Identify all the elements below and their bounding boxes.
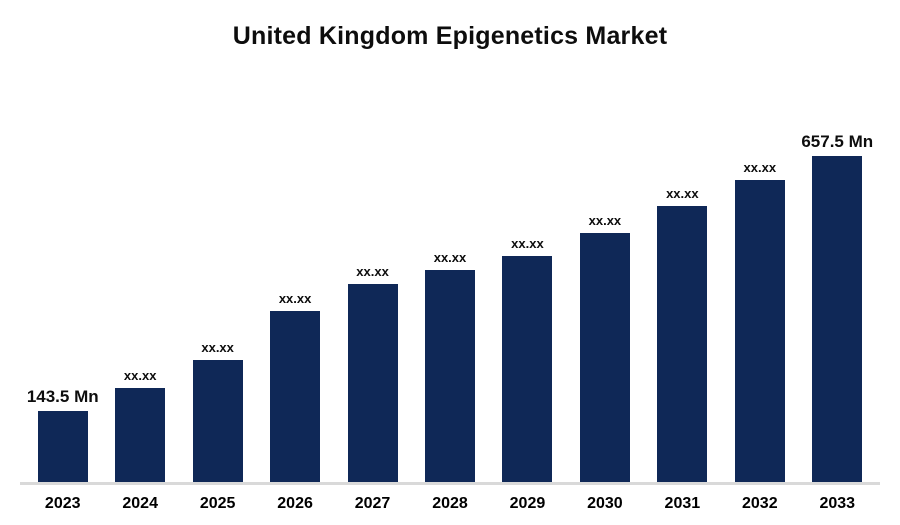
bar-2029 [502,256,553,482]
bar-column-2023: 143.5 Mn [24,388,101,482]
bar-2027 [347,284,398,482]
bar-2033 [812,156,863,482]
bar-column-2031: xx.xx [644,187,721,482]
bar-2023 [37,411,88,482]
bar-column-2026: xx.xx [256,292,333,482]
bar-value-label: 143.5 Mn [26,387,99,406]
bar-column-2027: xx.xx [334,265,411,482]
bar-2025 [192,360,243,482]
x-tick-2032: 2032 [742,495,778,512]
bar-column-2029: xx.xx [489,237,566,482]
x-tick-2023: 2023 [44,495,81,512]
bar-value-label: xx.xx [356,264,389,279]
bar-2031 [657,206,708,482]
bar-value-label: xx.xx [123,368,157,383]
bar-column-2033: 657.5 Mn [799,133,876,482]
bar-value-label: xx.xx [743,160,777,175]
bar-value-label: xx.xx [201,340,234,355]
x-axis-labels: 2023 2024 2025 2026 2027 2028 2029 2030 2031 2032… [16,495,884,513]
x-tick-2033: 2033 [819,495,856,512]
bar-column-2030: xx.xx [566,214,643,482]
bar-value-label: xx.xx [666,186,699,201]
chart-title: United Kingdom Epigenetics Market [232,22,668,50]
x-tick-2028: 2028 [432,495,468,512]
bar-value-label: xx.xx [433,250,467,265]
x-tick-2024: 2024 [122,495,158,512]
bar-value-label: xx.xx [588,213,622,228]
x-tick-2030: 2030 [587,495,623,512]
bar-2032 [734,180,785,482]
x-tick-2026: 2026 [277,495,313,512]
bar-value-label: xx.xx [511,236,544,251]
x-tick-2029: 2029 [509,495,546,512]
bar-value-label: xx.xx [278,291,312,306]
plot-area: 143.5 Mn xx.xx xx.xx xx.xx xx.xx xx.xx xx.xx xx… [16,51,884,482]
bar-2030 [579,233,630,482]
bar-column-2025: xx.xx [179,341,256,482]
bar-column-2032: xx.xx [721,161,798,482]
bar-2026 [270,311,321,482]
x-tick-2031: 2031 [664,495,701,512]
x-tick-2027: 2027 [354,495,391,512]
bar-2024 [115,388,166,482]
bar-2028 [424,270,475,482]
bar-column-2024: xx.xx [101,369,178,482]
bar-value-label: 657.5 Mn [801,132,874,151]
x-tick-2025: 2025 [199,495,236,512]
bar-column-2028: xx.xx [411,251,488,482]
x-axis-line [20,482,880,485]
